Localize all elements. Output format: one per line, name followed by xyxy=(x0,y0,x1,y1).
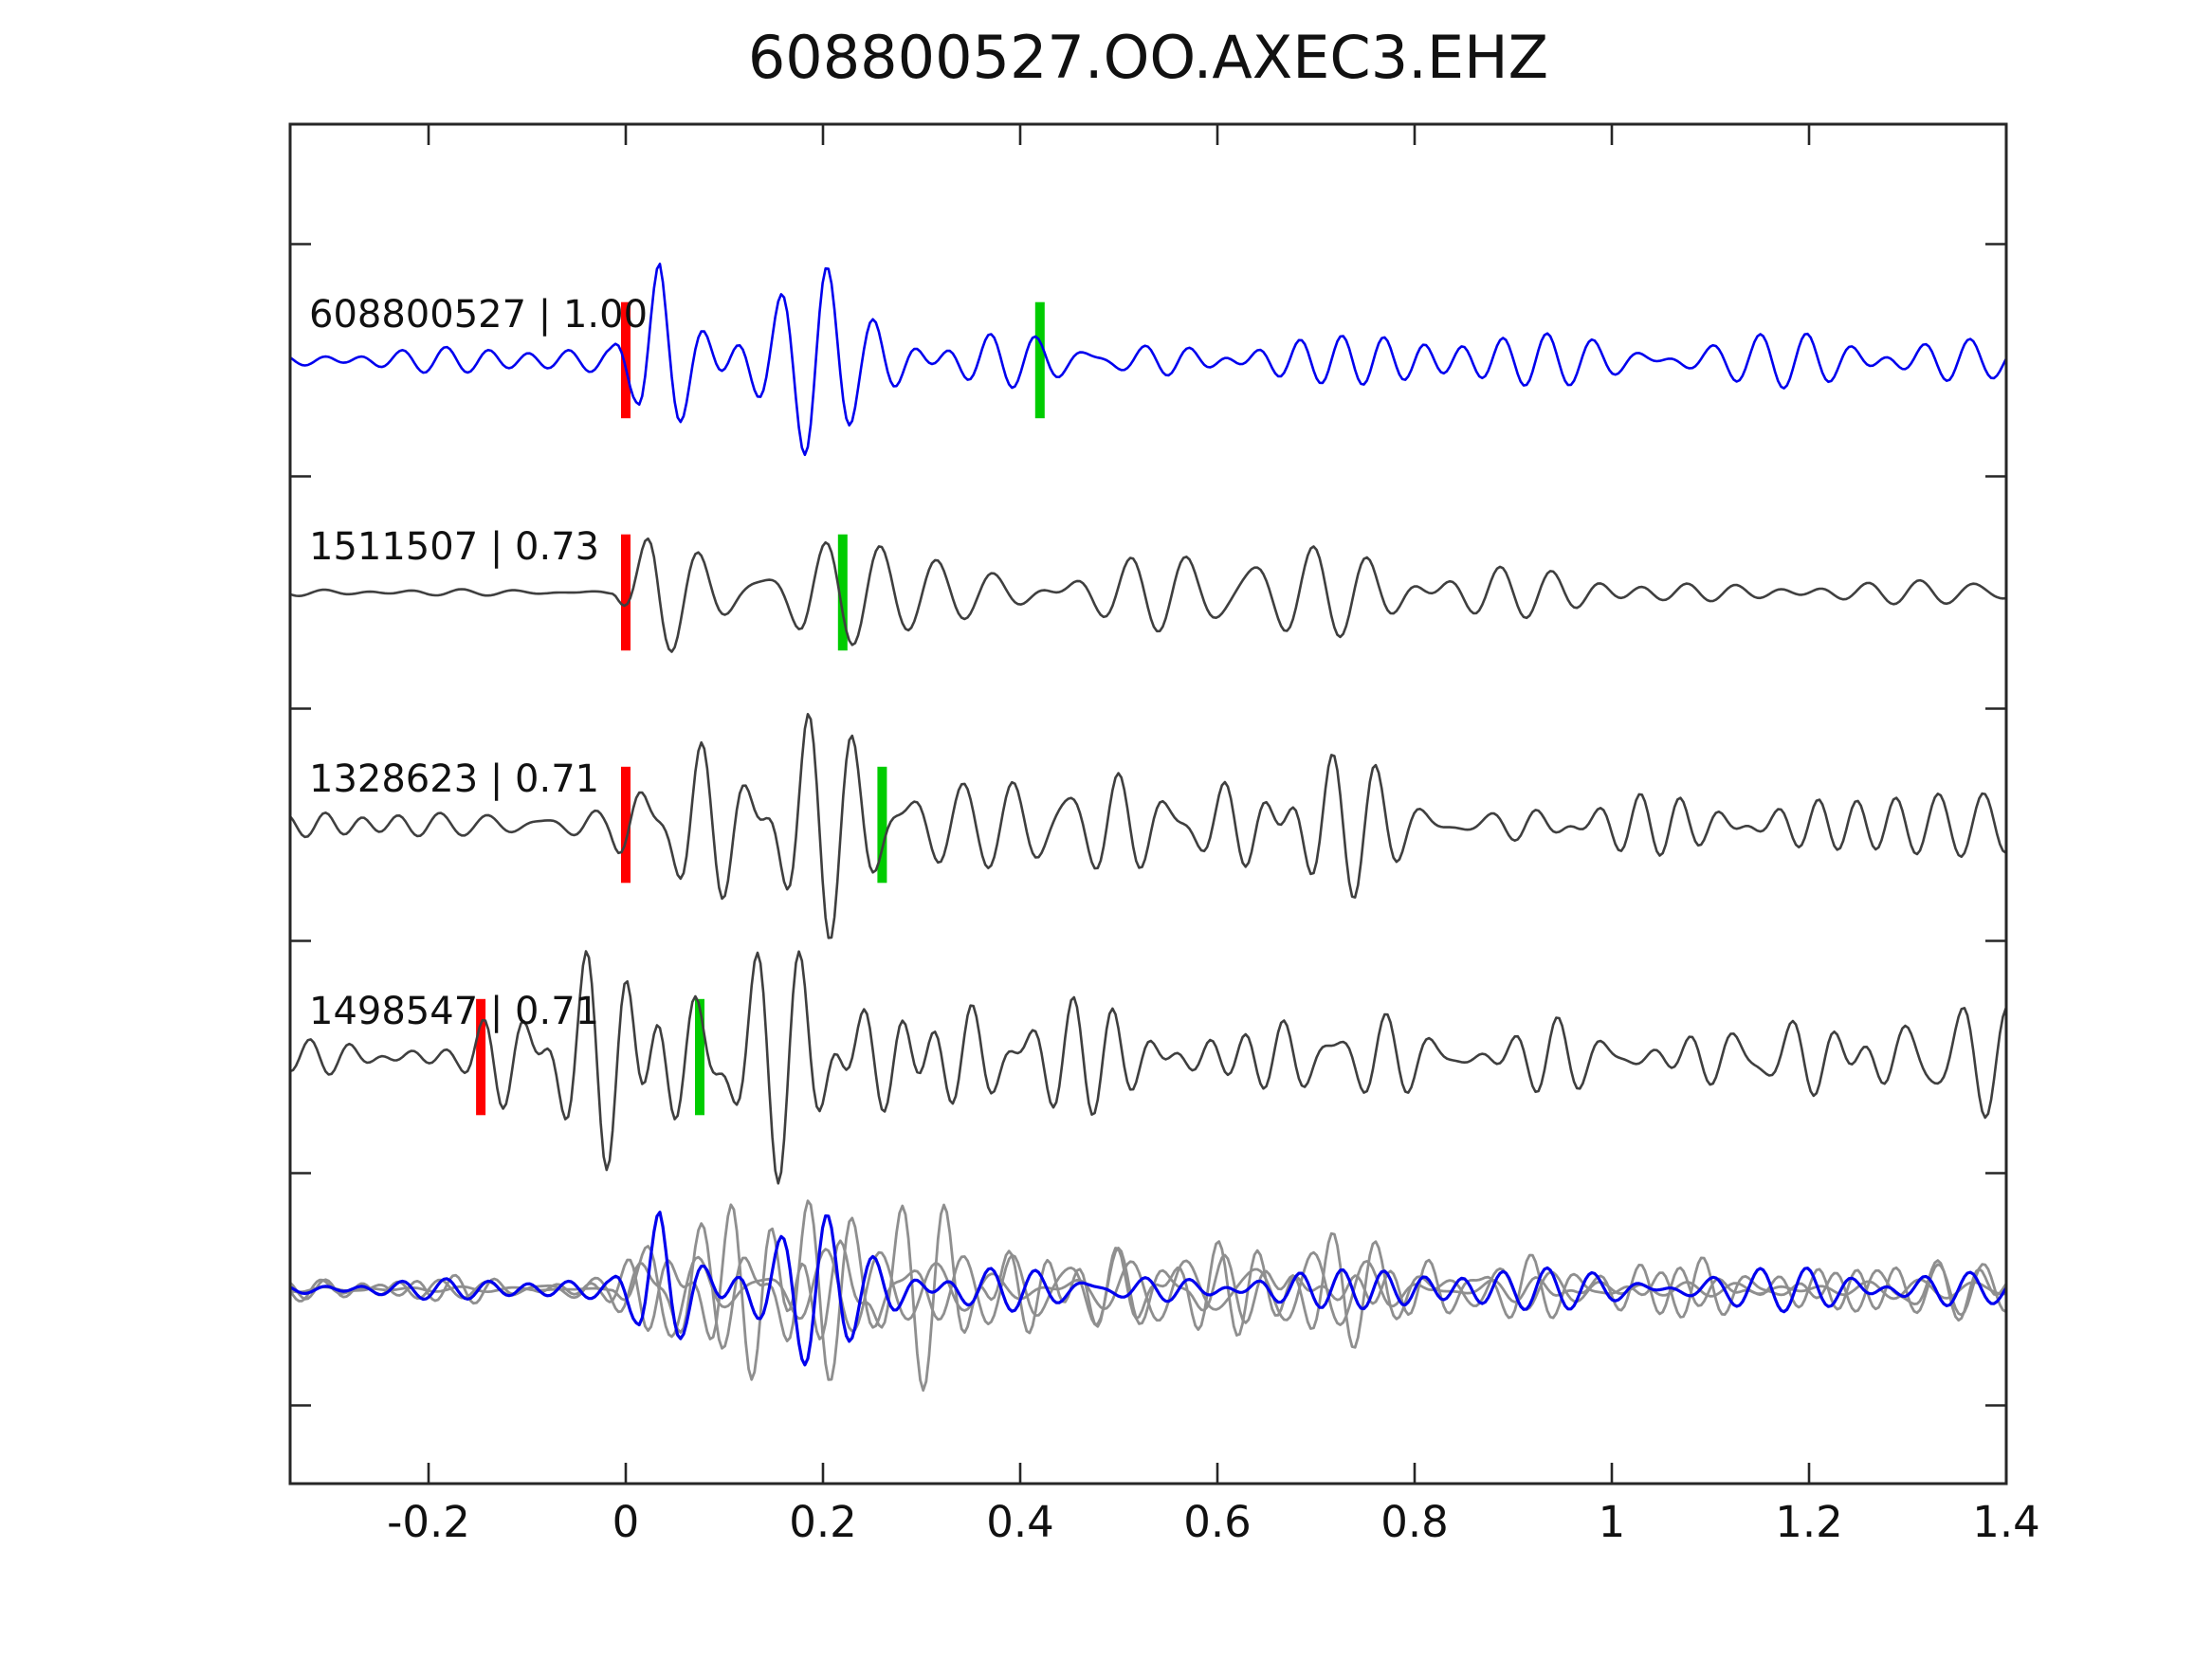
x-tick-label: 0.2 xyxy=(789,1497,857,1547)
x-tick-label: 1 xyxy=(1599,1497,1626,1547)
x-tick-label: 0.6 xyxy=(1183,1497,1252,1547)
trace-label-1328623: 1328623 | 0.71 xyxy=(309,757,599,801)
axes-border xyxy=(288,122,2008,1486)
pick-marker-red-1498547 xyxy=(476,998,486,1116)
pick-marker-green-1498547 xyxy=(695,998,704,1116)
overlay-path-608800527 xyxy=(290,1211,2006,1367)
x-tick-label: 1.4 xyxy=(1972,1497,2040,1547)
overlay-path-1498547 xyxy=(290,1203,2006,1392)
x-tick-label: -0.2 xyxy=(387,1497,470,1547)
x-tick-label: 1.2 xyxy=(1775,1497,1843,1547)
pick-marker-red-1511507 xyxy=(621,534,631,651)
pick-marker-red-1328623 xyxy=(621,766,631,884)
trace-label-1511507: 1511507 | 0.73 xyxy=(309,525,599,569)
trace-path-608800527 xyxy=(290,263,2006,457)
pick-marker-green-1328623 xyxy=(877,766,887,884)
x-tick-label: 0 xyxy=(612,1497,640,1547)
trace-label-1498547: 1498547 | 0.71 xyxy=(309,990,599,1033)
trace-path-1511507 xyxy=(290,537,2006,653)
x-tick-label: 0.8 xyxy=(1380,1497,1449,1547)
figure-title: 608800527.OO.AXEC3.EHZ xyxy=(747,23,1549,92)
trace-label-608800527: 608800527 | 1.00 xyxy=(309,293,648,337)
overlay-path-1328623 xyxy=(290,1199,2006,1381)
pick-marker-green-1511507 xyxy=(837,534,848,651)
pick-marker-red-608800527 xyxy=(621,301,631,419)
trace-path-1328623 xyxy=(290,713,2006,939)
x-tick-label: 0.4 xyxy=(986,1497,1054,1547)
trace-area xyxy=(290,263,2006,1392)
pick-marker-green-608800527 xyxy=(1034,301,1045,419)
trace-path-1498547 xyxy=(290,950,2006,1185)
